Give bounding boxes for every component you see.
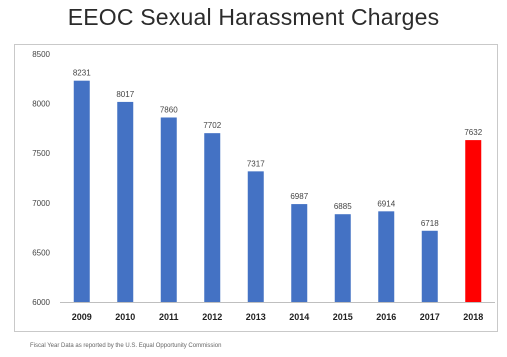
x-tick-label: 2014 xyxy=(289,312,309,322)
data-label-2015: 6885 xyxy=(334,202,352,211)
bar-2016 xyxy=(378,211,395,302)
y-tick-label: 7500 xyxy=(32,149,50,158)
data-label-2016: 6914 xyxy=(377,199,395,208)
chart-title: EEOC Sexual Harassment Charges xyxy=(67,4,440,30)
x-tick-label: 2011 xyxy=(159,312,179,322)
bar-2015 xyxy=(334,214,351,302)
y-tick-label: 7000 xyxy=(32,199,50,208)
x-tick-label: 2015 xyxy=(333,312,353,322)
bar-2013 xyxy=(247,171,264,302)
data-label-2012: 7702 xyxy=(203,121,221,130)
bar-2010 xyxy=(117,101,134,302)
source-note: Fiscal Year Data as reported by the U.S.… xyxy=(30,343,222,349)
y-tick-label: 8000 xyxy=(32,100,50,109)
x-tick-label: 2016 xyxy=(376,312,396,322)
x-tick-label: 2017 xyxy=(420,312,440,322)
data-label-2014: 6987 xyxy=(290,192,308,201)
data-label-2017: 6718 xyxy=(421,219,439,228)
data-label-2011: 7860 xyxy=(160,105,178,114)
x-tick-label: 2010 xyxy=(115,312,135,322)
data-label-2018: 7632 xyxy=(464,128,482,137)
data-label-2010: 8017 xyxy=(116,90,134,99)
bar-2017 xyxy=(421,230,438,302)
x-tick-label: 2013 xyxy=(246,312,266,322)
x-tick-label: 2018 xyxy=(463,312,483,322)
y-tick-label: 6500 xyxy=(32,248,50,257)
x-tick-label: 2012 xyxy=(202,312,222,322)
bar-2011 xyxy=(160,117,177,302)
y-tick-label: 8500 xyxy=(32,50,50,59)
bar-2009 xyxy=(73,80,90,302)
y-tick-label: 6000 xyxy=(32,298,50,307)
x-tick-label: 2009 xyxy=(72,312,92,322)
bar-2012 xyxy=(204,133,221,302)
bar-2018 xyxy=(465,140,482,302)
data-label-2013: 7317 xyxy=(247,159,265,168)
bar-2014 xyxy=(291,204,308,302)
data-label-2009: 8231 xyxy=(73,69,91,78)
chart-frame xyxy=(14,44,498,332)
